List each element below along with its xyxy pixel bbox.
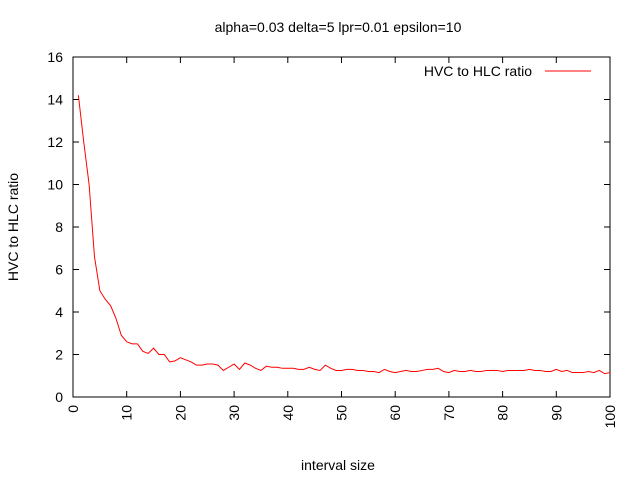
y-tick-label: 12 bbox=[47, 134, 63, 150]
x-tick-label: 90 bbox=[548, 405, 564, 421]
x-tick-label: 50 bbox=[334, 405, 350, 421]
series-line-0 bbox=[77, 95, 611, 375]
x-tick-label: 0 bbox=[65, 405, 81, 413]
x-axis-label: interval size bbox=[301, 457, 375, 473]
y-tick-label: 10 bbox=[47, 177, 63, 193]
y-tick-label: 8 bbox=[55, 219, 63, 235]
y-tick-label: 0 bbox=[55, 389, 63, 405]
legend-label: HVC to HLC ratio bbox=[424, 63, 532, 79]
plot-frame bbox=[72, 56, 611, 398]
y-tick-label: 16 bbox=[47, 49, 63, 65]
legend: HVC to HLC ratio bbox=[424, 63, 591, 79]
chart-title: alpha=0.03 delta=5 lpr=0.01 epsilon=10 bbox=[215, 19, 462, 35]
x-tick-label: 40 bbox=[280, 405, 296, 421]
y-axis-label: HVC to HLC ratio bbox=[5, 173, 21, 281]
y-tick-label: 4 bbox=[55, 304, 63, 320]
x-tick-label: 60 bbox=[387, 405, 403, 421]
x-tick-label: 100 bbox=[602, 405, 618, 429]
y-tick-label: 2 bbox=[55, 347, 63, 363]
y-tick-label: 14 bbox=[47, 92, 63, 108]
x-tick-label: 20 bbox=[172, 405, 188, 421]
x-tick-label: 80 bbox=[495, 405, 511, 421]
x-tick-label: 30 bbox=[226, 405, 242, 421]
y-tick-label: 6 bbox=[55, 262, 63, 278]
x-tick-label: 10 bbox=[119, 405, 135, 421]
x-tick-label: 70 bbox=[441, 405, 457, 421]
